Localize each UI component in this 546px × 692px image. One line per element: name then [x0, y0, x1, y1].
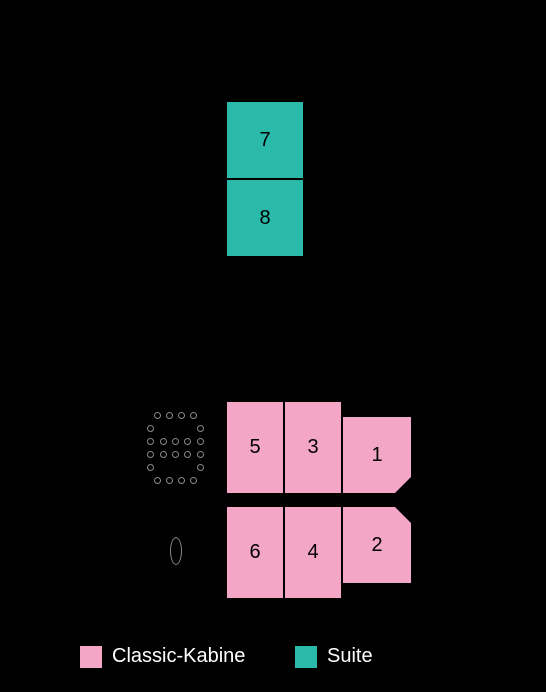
deck-plan-canvas: 7 8 5 3 1 6 4 2 Classic-Kabine Suite — [0, 0, 546, 692]
seat-dot — [197, 464, 204, 471]
seat-dot — [190, 477, 197, 484]
cabin-6: 6 — [225, 505, 285, 600]
seat-dot — [197, 451, 204, 458]
seat-dot — [190, 412, 197, 419]
cabin-7-label: 7 — [259, 129, 270, 152]
seat-dot — [147, 451, 154, 458]
seat-dot — [147, 438, 154, 445]
cabin-4-label: 4 — [307, 541, 318, 564]
seat-dot — [154, 412, 161, 419]
seat-dot — [147, 425, 154, 432]
seat-dot — [184, 438, 191, 445]
seat-dot — [166, 477, 173, 484]
cabin-2-label: 2 — [371, 534, 382, 557]
seat-dot — [166, 412, 173, 419]
cabin-8-label: 8 — [259, 207, 270, 230]
cabin-3-label: 3 — [307, 436, 318, 459]
cabin-5-label: 5 — [249, 436, 260, 459]
cabin-5: 5 — [225, 400, 285, 495]
cabin-1-notch — [393, 475, 413, 495]
seat-dot — [160, 438, 167, 445]
seat-dot — [154, 477, 161, 484]
seat-dot — [197, 425, 204, 432]
cabin-3: 3 — [283, 400, 343, 495]
cabin-4: 4 — [283, 505, 343, 600]
seat-dot — [172, 451, 179, 458]
legend-suite: Suite — [295, 645, 373, 668]
small-ellipse — [170, 537, 182, 565]
cabin-2-notch — [393, 505, 413, 525]
cabin-1-label: 1 — [371, 444, 382, 467]
cabin-8: 8 — [225, 178, 305, 258]
seat-dot — [178, 412, 185, 419]
seat-dot — [184, 451, 191, 458]
cabin-7: 7 — [225, 100, 305, 180]
legend-suite-swatch — [295, 646, 317, 668]
legend-suite-label: Suite — [327, 645, 373, 668]
cabin-6-label: 6 — [249, 541, 260, 564]
seat-dot — [160, 451, 167, 458]
seat-dot — [197, 438, 204, 445]
seat-dot — [147, 464, 154, 471]
legend-classic-label: Classic-Kabine — [112, 645, 245, 668]
seat-dot — [178, 477, 185, 484]
legend-classic-swatch — [80, 646, 102, 668]
legend-classic: Classic-Kabine — [80, 645, 245, 668]
seat-dot — [172, 438, 179, 445]
